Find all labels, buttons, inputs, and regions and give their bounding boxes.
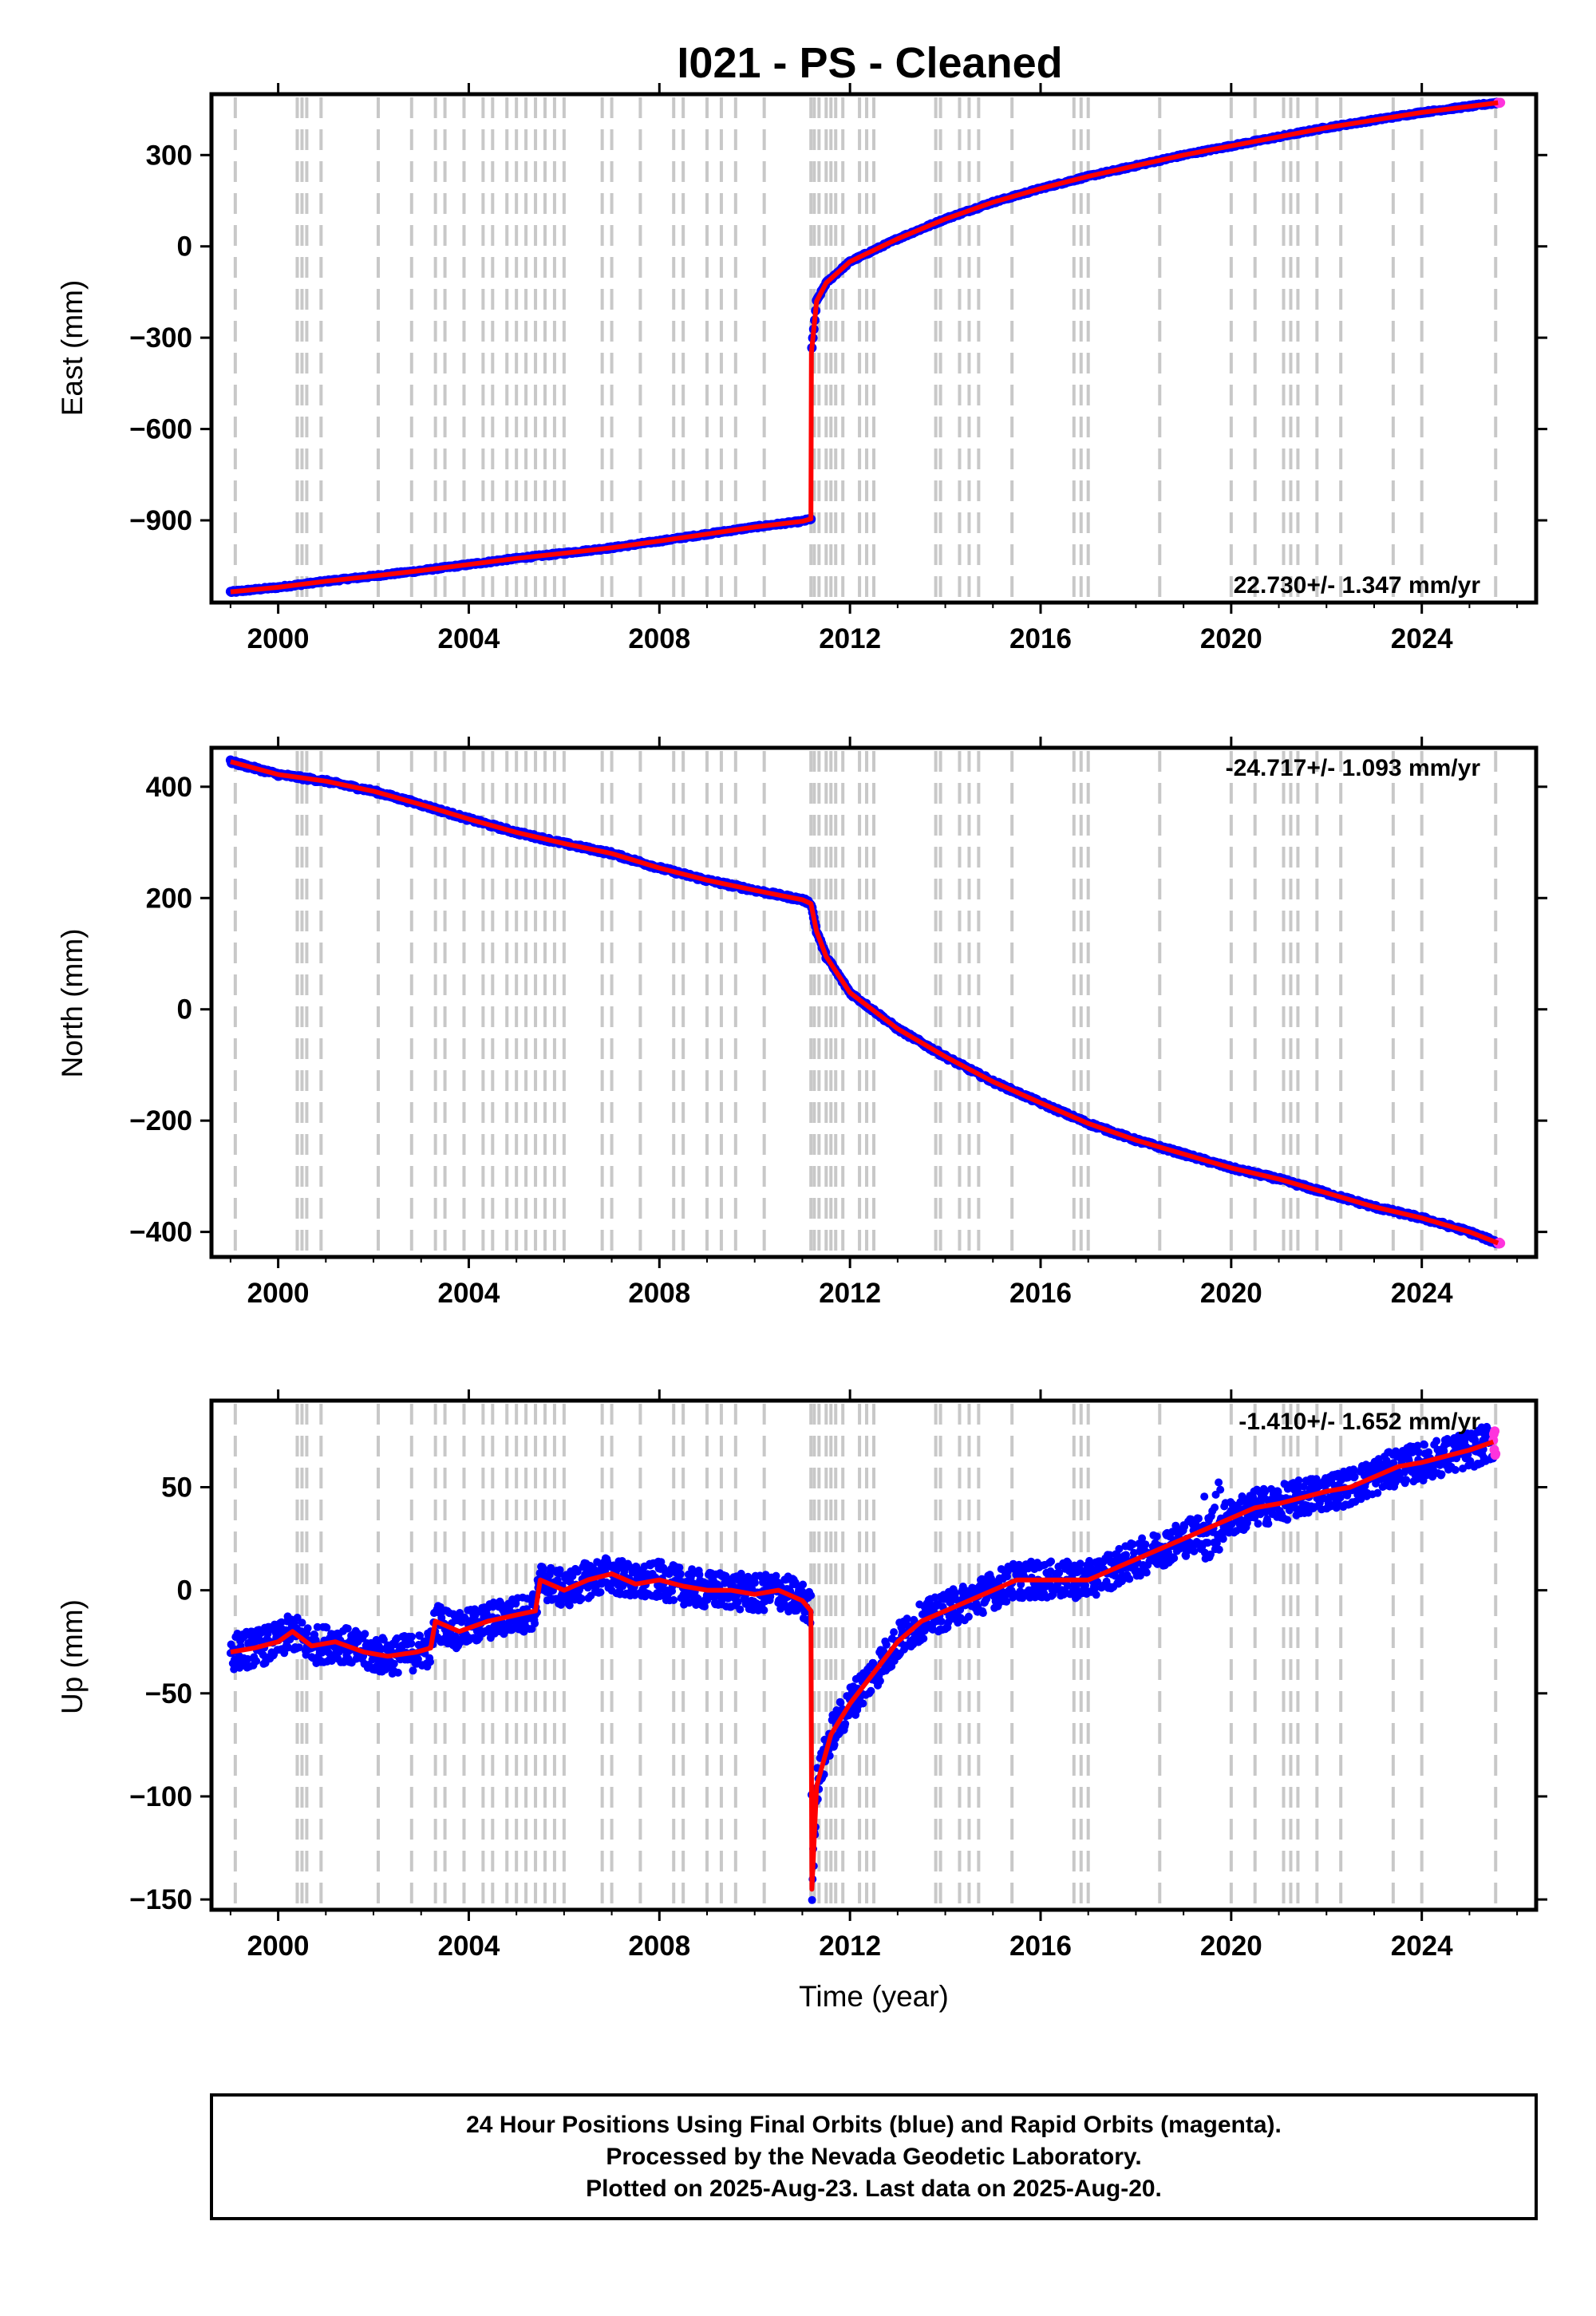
data-point <box>841 1720 850 1728</box>
data-point <box>875 1677 884 1686</box>
x-tick-label: 2000 <box>247 623 310 654</box>
data-point <box>1125 1575 1134 1583</box>
data-point <box>393 1668 402 1677</box>
data-point <box>937 1617 946 1626</box>
data-point <box>1190 1547 1199 1555</box>
data-point <box>1215 1478 1223 1487</box>
x-tick-label: 2024 <box>1391 1278 1453 1309</box>
data-point <box>964 1612 973 1621</box>
data-point <box>1047 1557 1056 1566</box>
data-point <box>1254 1520 1262 1528</box>
data-point <box>919 1634 928 1643</box>
data-point <box>808 1895 816 1904</box>
x-tick-label: 2012 <box>819 623 881 654</box>
east-ylabel: East (mm) <box>56 280 89 417</box>
figure-title: I021 - PS - Cleaned <box>677 39 1062 87</box>
y-tick-label: 0 <box>177 231 192 263</box>
panel-east: 300 0 −300 −600 −900 2000 2004 2008 2012 2016 2020… <box>56 83 1547 654</box>
data-point <box>737 1569 745 1578</box>
data-point <box>670 1596 678 1604</box>
data-point <box>539 1564 547 1573</box>
data-point <box>409 1666 417 1675</box>
x-tick-label: 2020 <box>1200 1278 1262 1309</box>
data-point <box>1195 1514 1203 1523</box>
x-tick-label: 2008 <box>628 623 690 654</box>
data-point <box>426 1658 434 1666</box>
model-line <box>230 759 1499 1246</box>
data-point <box>751 1579 759 1587</box>
data-point <box>531 1619 539 1628</box>
y-tick-label: 200 <box>146 883 192 914</box>
x-tick-label: 2004 <box>438 623 500 654</box>
data-point <box>1152 1532 1161 1541</box>
data-point <box>1170 1554 1179 1563</box>
data-point <box>303 1624 312 1633</box>
data-point <box>1215 1545 1223 1554</box>
y-tick-label: −900 <box>129 505 192 536</box>
plot-frame <box>209 92 1539 605</box>
data-point <box>1216 1485 1225 1494</box>
data-point <box>1294 1476 1303 1484</box>
y-tick-label: −600 <box>129 414 192 445</box>
x-tick-label: 2020 <box>1200 623 1262 654</box>
data-point <box>867 1686 875 1695</box>
y-tick-label: −300 <box>129 322 192 354</box>
data-point <box>807 1591 816 1600</box>
data-point <box>760 1606 768 1614</box>
data-point <box>298 1618 306 1627</box>
data-point <box>1219 1535 1227 1543</box>
data-point <box>1092 1591 1100 1599</box>
y-tick-label: 400 <box>146 772 192 803</box>
data-point <box>577 1595 586 1603</box>
data-point <box>882 1640 891 1649</box>
data-point <box>407 1639 416 1648</box>
data-point <box>408 1632 416 1641</box>
data-point <box>978 1609 987 1618</box>
data-point <box>252 1657 261 1666</box>
data-point <box>1141 1540 1150 1549</box>
data-point <box>1264 1520 1273 1528</box>
north-ylabel: North (mm) <box>56 928 89 1077</box>
y-tick-label: −200 <box>129 1105 192 1136</box>
data-point <box>799 1580 808 1589</box>
data-point <box>343 1624 352 1633</box>
east-rate-label: 22.730+/- 1.347 mm/yr <box>1234 572 1481 599</box>
y-tick-label: 0 <box>177 994 192 1026</box>
data-point <box>596 1588 605 1597</box>
x-tick-label: 2016 <box>1009 1278 1072 1309</box>
x-tick-label: 2016 <box>1009 623 1072 654</box>
data-point <box>736 1605 745 1614</box>
data-point <box>1142 1568 1151 1577</box>
x-tick-label: 2012 <box>819 1278 881 1309</box>
x-tick-label: 2000 <box>247 1278 310 1309</box>
data-point <box>1211 1504 1219 1512</box>
data-point <box>859 1699 867 1708</box>
y-tick-label: −400 <box>129 1217 192 1248</box>
x-tick-label: 2004 <box>438 1278 500 1309</box>
data-point <box>890 1628 899 1637</box>
data-point <box>1283 1516 1292 1524</box>
x-tick-label: 2024 <box>1391 623 1453 654</box>
panel-east-plot-area: 300 0 −300 −600 −900 2000 2004 2008 2012 2016 2020… <box>129 83 1547 654</box>
data-point <box>1076 1559 1084 1568</box>
data-point <box>1349 1465 1358 1474</box>
north-rate-label: -24.717+/- 1.093 mm/yr <box>1226 755 1481 781</box>
y-tick-label: 300 <box>146 140 192 171</box>
data-point <box>903 1614 911 1623</box>
data-point <box>676 1570 685 1579</box>
data-point <box>1200 1492 1209 1501</box>
x-tick-label: 2008 <box>628 1278 690 1309</box>
model-line <box>230 100 1499 595</box>
final-orbit-points <box>225 97 1503 597</box>
data-point <box>555 1566 564 1575</box>
data-point <box>361 1630 369 1638</box>
